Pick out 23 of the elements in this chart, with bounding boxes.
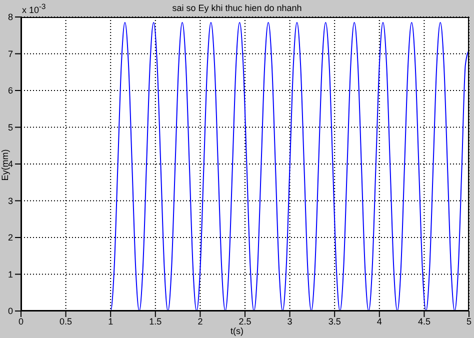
x-tick-label: 3.5 xyxy=(328,316,341,326)
x-axis-title: t(s) xyxy=(230,326,244,336)
y-tick-label: 3 xyxy=(8,196,13,206)
chart-title: sai so Ey khi thuc hien do nhanh xyxy=(172,3,302,13)
x-tick-label: 0 xyxy=(18,316,24,326)
y-tick-label: 2 xyxy=(8,232,13,243)
x-tick-label: 2.5 xyxy=(238,316,252,326)
x-tick-label: 1.5 xyxy=(149,316,162,326)
y-tick-label: 1 xyxy=(8,269,13,280)
y-tick-label: 0 xyxy=(8,306,13,316)
x-tick-label: 2 xyxy=(198,316,203,326)
x-tick-label: 0.5 xyxy=(60,316,72,326)
x-tick-label: 4 xyxy=(376,316,382,326)
y-tick-label: 8 xyxy=(8,12,13,22)
y-tick-label: 7 xyxy=(8,48,13,59)
text: x 10$^{-3}$ xyxy=(22,2,46,15)
y-tick-label: 5 xyxy=(8,122,13,132)
x-tick-label: 3 xyxy=(287,316,292,326)
x-tick-label: 1 xyxy=(108,316,114,326)
x-tick-label: 4.5 xyxy=(418,316,430,326)
x-tick-label: 5 xyxy=(466,316,472,326)
y-axis-title: Ey(mm) xyxy=(0,149,10,181)
y-tick-label: 6 xyxy=(8,86,13,96)
